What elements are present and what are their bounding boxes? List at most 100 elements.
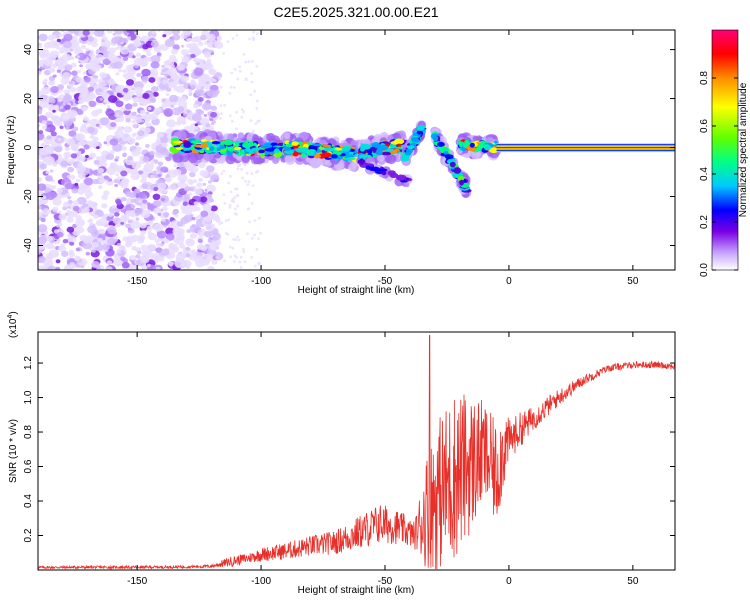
y-tick-label: 0.2: [23, 528, 34, 542]
spectrogram-cell: [174, 214, 179, 218]
spectrogram-cell: [69, 262, 76, 267]
spectrogram-cell: [257, 237, 260, 241]
spectrogram-cell: [206, 33, 216, 42]
spectrogram-cell: [50, 86, 59, 94]
spectrogram-cell: [81, 205, 86, 209]
spectrogram-cell: [114, 30, 124, 35]
spectrogram-cell: [186, 43, 192, 48]
spectrogram-cell: [295, 147, 306, 153]
spectrogram-cell: [81, 106, 88, 112]
spectrogram-cell: [69, 87, 77, 93]
spectrogram-cell: [136, 92, 143, 98]
spectrogram-cell: [56, 119, 63, 124]
spectrogram-cell: [59, 106, 64, 109]
spectrogram-cell: [411, 137, 419, 143]
spectrogram-cell: [157, 182, 167, 190]
spectrogram-cell: [254, 264, 257, 268]
spectrogram-cell: [132, 102, 138, 107]
spectrogram-cell: [140, 209, 151, 219]
spectrogram-cell: [235, 33, 239, 37]
spectrogram-cell: [487, 136, 494, 144]
spectrogram-cell: [83, 144, 90, 150]
spectrogram-cell: [125, 79, 135, 86]
spectrogram-cell: [80, 87, 86, 92]
spectrogram-cell: [122, 69, 127, 74]
spectrogram-cell: [145, 111, 150, 115]
spectrogram-cell: [79, 128, 85, 133]
spectrogram-cell: [201, 218, 212, 226]
spectrogram-cell: [169, 243, 178, 251]
spectrogram-cell: [52, 74, 57, 78]
spectrogram-cell: [137, 58, 147, 66]
spectrogram-cell: [156, 230, 167, 239]
spectrogram-cell: [141, 250, 150, 257]
spectrogram-cell: [134, 188, 141, 194]
spectrogram-cell: [73, 147, 79, 152]
spectrogram-cell: [77, 150, 82, 155]
spectrogram-cell: [218, 134, 224, 141]
spectrogram-cell: [489, 147, 499, 154]
spectrogram-cell: [105, 109, 115, 117]
spectrogram-cell: [60, 160, 69, 167]
spectrogram-cell: [123, 215, 130, 221]
spectrogram-cell: [163, 211, 170, 217]
spectrogram-cell: [50, 245, 56, 250]
spectrogram-cell: [64, 64, 73, 71]
spectrogram-cell: [67, 158, 75, 165]
spectrogram-cell: [98, 218, 108, 227]
spectrogram-cell: [235, 127, 238, 131]
spectrogram-cell: [154, 142, 159, 146]
spectrogram-cell: [235, 213, 238, 216]
spectrogram-cell: [78, 94, 88, 103]
spectrogram-cell: [117, 126, 123, 131]
spectrogram-cell: [142, 92, 150, 99]
spectrogram-cell: [121, 146, 127, 151]
spectrogram-cell: [126, 197, 133, 204]
spectrogram-cell: [227, 146, 235, 152]
spectrogram-cell: [140, 109, 146, 115]
spectrogram-cell: [159, 147, 169, 155]
spectrogram-cell: [371, 142, 381, 149]
spectrogram-cell: [174, 201, 180, 207]
spectrogram-cell: [168, 81, 177, 89]
spectrogram-cell: [240, 115, 244, 119]
spectrogram-cell: [52, 109, 56, 113]
spectrogram-cell: [75, 178, 80, 183]
spectrogram-cell: [223, 103, 227, 107]
spectrogram-cell: [69, 48, 74, 52]
spectrogram-cell: [62, 96, 72, 104]
spectrogram-cell: [170, 104, 175, 108]
spectrogram-cell: [208, 180, 212, 184]
spectrogram-cell: [151, 30, 157, 35]
spectrogram-cell: [51, 41, 55, 45]
spectrogram-cell: [177, 228, 185, 235]
spectrogram-cell: [72, 205, 80, 212]
spectrogram-cell: [114, 212, 120, 217]
spectrogram-cell: [54, 146, 63, 153]
spectrogram-cell: [457, 175, 465, 182]
spectrogram-cell: [238, 69, 242, 73]
spectrogram-cell: [200, 34, 207, 41]
spectrogram-cell: [124, 72, 135, 81]
spectrogram-cell: [41, 208, 51, 216]
spectrogram-cell: [56, 231, 64, 238]
spectrogram-cell: [93, 30, 104, 37]
spectrogram-cell: [148, 77, 156, 83]
spectrogram-cell: [179, 180, 185, 185]
spectrogram-cell: [95, 123, 100, 128]
spectrogram-cell: [115, 156, 120, 160]
spectrogram-cell: [43, 137, 47, 141]
spectrogram-cell: [163, 108, 174, 117]
spectrogram-cell: [210, 111, 218, 118]
spectrogram-cell: [254, 122, 258, 125]
spectrogram-cell: [132, 55, 136, 59]
spectrogram-cell: [174, 237, 185, 246]
spectrogram-cell: [103, 175, 109, 180]
colorbar-gradient: [712, 30, 738, 270]
spectrogram-cell: [152, 91, 159, 97]
spectrogram-cell: [137, 151, 141, 155]
spectrogram-cell: [228, 206, 232, 209]
spectrogram-cell: [43, 156, 51, 163]
spectrogram-cell: [38, 211, 43, 218]
spectrogram-cell: [45, 170, 50, 174]
